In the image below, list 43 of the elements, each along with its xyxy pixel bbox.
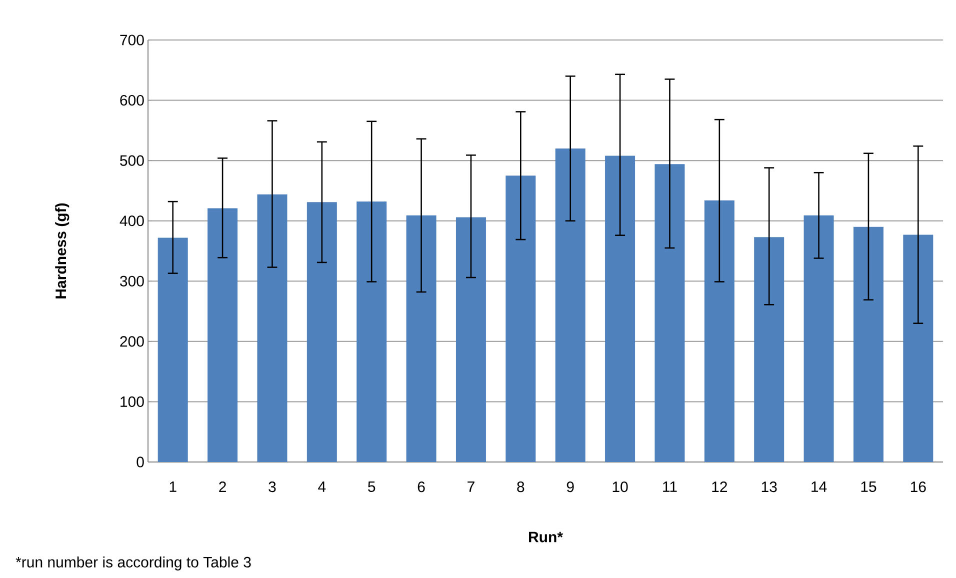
x-tick-label: 1 bbox=[170, 482, 176, 492]
x-tick-label: 3 bbox=[268, 482, 276, 492]
bar bbox=[158, 238, 188, 462]
x-tick-label: 16 bbox=[910, 482, 926, 492]
x-tick-label: 13 bbox=[762, 482, 777, 492]
bar bbox=[406, 215, 436, 462]
y-tick-label: 600 bbox=[120, 94, 144, 106]
x-tick-label: 4 bbox=[318, 482, 326, 492]
x-tick-label: 8 bbox=[517, 482, 524, 492]
bar bbox=[804, 215, 834, 462]
bar bbox=[506, 176, 536, 462]
bar bbox=[605, 156, 636, 462]
x-tick-label: 9 bbox=[566, 482, 574, 492]
y-axis-title: Hardness (gf) bbox=[55, 203, 70, 298]
y-tick-label: 700 bbox=[120, 34, 144, 46]
bar bbox=[356, 202, 387, 462]
x-tick-label: 10 bbox=[612, 482, 628, 492]
x-tick-label: 6 bbox=[418, 482, 425, 492]
x-axis-title: Run* bbox=[529, 532, 563, 542]
text: *run number is according to Table 3 bbox=[16, 556, 251, 570]
x-tick-label: 2 bbox=[219, 482, 226, 492]
y-tick-label: 0 bbox=[136, 456, 144, 468]
x-tick-label: 14 bbox=[812, 482, 827, 492]
bar bbox=[456, 217, 486, 462]
bar bbox=[306, 202, 337, 462]
bar bbox=[853, 226, 884, 462]
bar bbox=[754, 237, 784, 462]
x-tick-label: 11 bbox=[663, 482, 677, 492]
x-tick-label: 12 bbox=[712, 482, 727, 492]
x-tick-label: 15 bbox=[861, 482, 876, 492]
bar bbox=[903, 234, 934, 462]
x-tick-label: 7 bbox=[468, 482, 474, 492]
y-tick-label: 200 bbox=[120, 336, 144, 347]
y-tick-label: 100 bbox=[120, 396, 144, 408]
y-tick-label: 500 bbox=[120, 155, 144, 166]
bar bbox=[208, 208, 238, 462]
y-tick-label: 400 bbox=[120, 216, 144, 226]
bar bbox=[257, 194, 288, 462]
x-tick-label: 5 bbox=[368, 482, 376, 492]
y-tick-label: 300 bbox=[120, 276, 144, 286]
bar bbox=[555, 148, 586, 462]
bar bbox=[654, 164, 685, 462]
bar bbox=[704, 200, 734, 462]
